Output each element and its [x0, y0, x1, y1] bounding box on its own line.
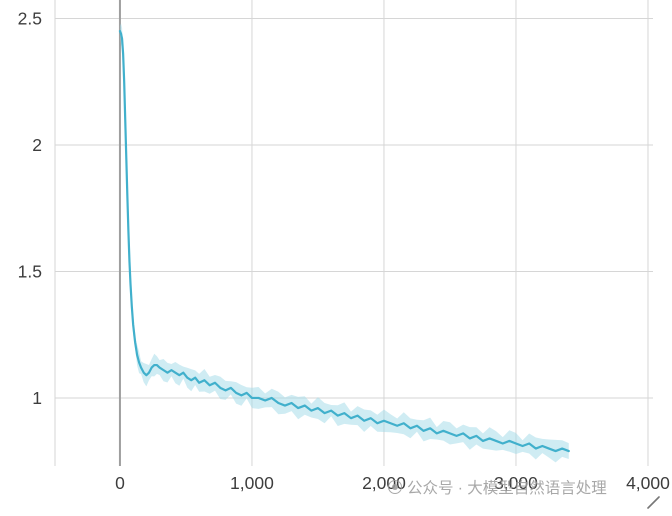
x-tick-label: 2,000 — [362, 473, 406, 493]
diagonal-line-icon — [647, 496, 660, 509]
x-tick-label: 0 — [115, 473, 125, 493]
series-band — [119, 23, 569, 463]
resize-handle-icon[interactable] — [646, 494, 662, 510]
x-tick-label: 3,000 — [494, 473, 538, 493]
x-tick-label: 1,000 — [230, 473, 274, 493]
y-tick-label: 2 — [32, 135, 42, 155]
y-tick-label: 1.5 — [18, 261, 42, 281]
y-tick-label: 1 — [32, 388, 42, 408]
gridlines — [54, 0, 653, 466]
series-line — [118, 30, 570, 453]
y-tick-label: 2.5 — [18, 8, 42, 28]
x-tick-label: 4,000 — [626, 473, 670, 493]
